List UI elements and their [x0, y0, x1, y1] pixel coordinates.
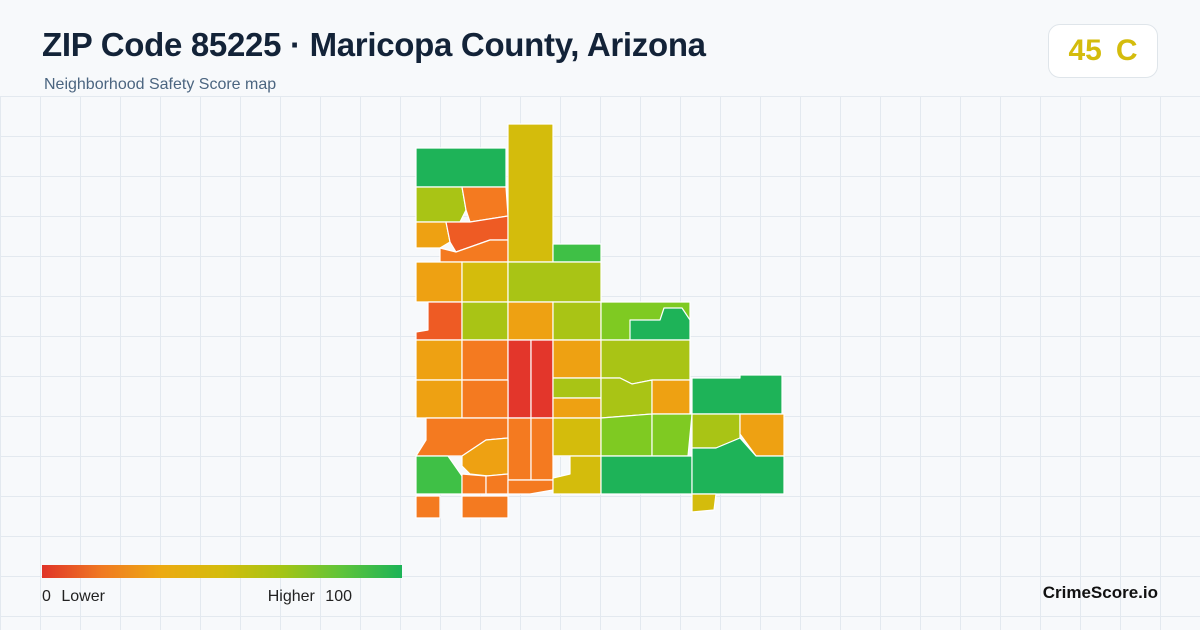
brand-logo-text[interactable]: CrimeScore.io	[1042, 583, 1158, 602]
page-subtitle: Neighborhood Safety Score map	[44, 76, 277, 93]
map-region[interactable]	[530, 339, 554, 419]
map-region[interactable]	[530, 417, 554, 481]
map-region[interactable]	[600, 413, 653, 457]
map-region[interactable]	[507, 479, 554, 495]
map-region[interactable]	[552, 377, 602, 399]
map-region[interactable]	[415, 301, 463, 341]
map-region[interactable]	[600, 377, 653, 419]
map-region[interactable]	[651, 413, 693, 457]
map-region[interactable]	[507, 417, 532, 481]
map-region[interactable]	[461, 495, 509, 519]
legend-min-label: Lower	[61, 588, 105, 605]
map-region[interactable]	[461, 379, 509, 419]
map-region[interactable]	[415, 495, 441, 519]
map-region[interactable]	[507, 301, 554, 341]
map-region[interactable]	[691, 493, 717, 513]
map-region[interactable]	[461, 301, 509, 341]
map-region[interactable]	[651, 379, 691, 415]
map-region[interactable]	[507, 261, 602, 303]
map-region[interactable]	[691, 374, 783, 415]
map-region[interactable]	[552, 397, 602, 419]
map-region[interactable]	[600, 455, 693, 495]
map-region[interactable]	[552, 455, 602, 495]
map-region[interactable]	[552, 243, 602, 263]
legend-labels: 0 Lower Higher 100	[42, 588, 352, 606]
map-region[interactable]	[485, 473, 509, 495]
legend-max-label: Higher	[267, 588, 315, 605]
safety-score-value: 45	[1068, 34, 1102, 67]
safety-score-card: 45 C	[1048, 24, 1158, 78]
map-region[interactable]	[415, 339, 463, 381]
safety-score-grade: C	[1115, 34, 1138, 67]
map-region[interactable]	[461, 339, 509, 381]
legend-gradient-bar	[42, 565, 402, 578]
map-region[interactable]	[415, 455, 463, 495]
legend-min-value: 0	[42, 588, 51, 605]
map-region[interactable]	[461, 261, 509, 303]
map-region[interactable]	[415, 379, 463, 419]
map-region[interactable]	[415, 147, 507, 188]
map-region[interactable]	[507, 123, 554, 263]
map-region[interactable]	[552, 417, 602, 457]
map-region[interactable]	[552, 339, 602, 379]
page-title: ZIP Code 85225 · Maricopa County, Arizon…	[42, 26, 706, 63]
map-region[interactable]	[415, 186, 467, 223]
map-region[interactable]	[552, 301, 602, 341]
map-region[interactable]	[461, 473, 487, 495]
map-region[interactable]	[415, 261, 463, 303]
legend-max-value: 100	[325, 588, 352, 605]
map-region[interactable]	[415, 221, 451, 249]
map-region[interactable]	[507, 339, 532, 419]
